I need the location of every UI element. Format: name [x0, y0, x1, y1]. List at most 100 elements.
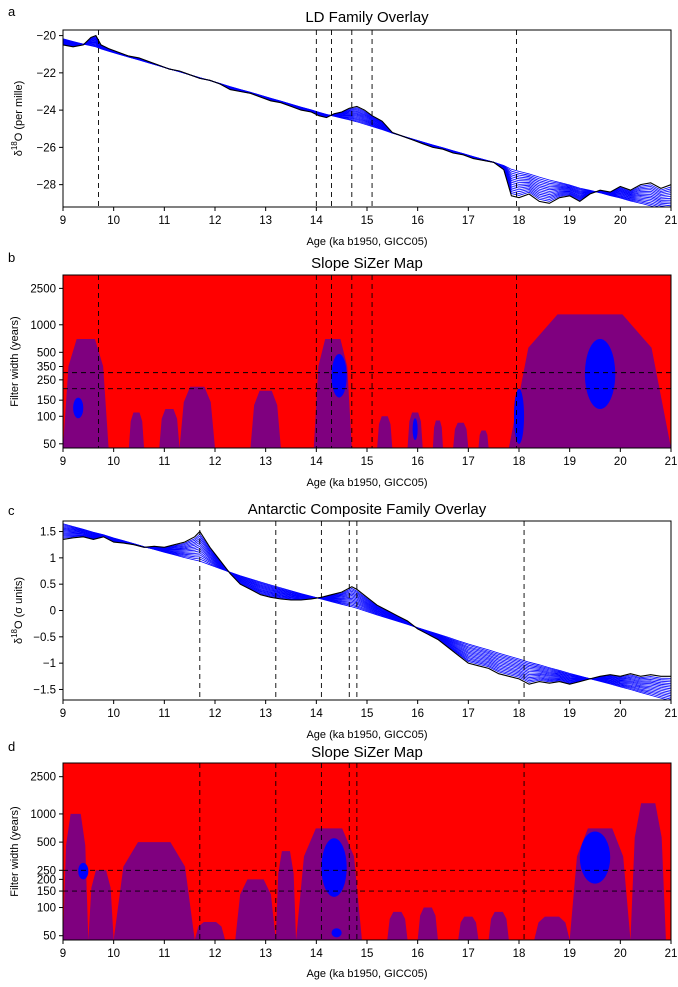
- blue-region: [584, 338, 616, 410]
- blue-region: [412, 418, 418, 441]
- x-tick-label: 18: [513, 215, 526, 227]
- x-tick-label: 9: [60, 948, 66, 960]
- x-tick-label: 13: [259, 215, 272, 227]
- x-tick-label: 14: [310, 456, 323, 468]
- purple-region: [630, 803, 666, 940]
- purple-region: [235, 879, 276, 940]
- x-tick-label: 10: [107, 215, 120, 227]
- y-tick-label: 100: [37, 903, 56, 915]
- y-tick-label: −22: [36, 68, 56, 80]
- x-tick-label: 19: [563, 948, 576, 960]
- purple-region: [534, 916, 570, 940]
- x-tick-label: 21: [665, 215, 678, 227]
- y-tick-label: 250: [37, 865, 56, 877]
- x-tick-label: 14: [310, 215, 323, 227]
- y-tick-label: −28: [36, 180, 56, 192]
- purple-region: [458, 916, 479, 940]
- family-line: [63, 528, 671, 693]
- x-tick-label: 10: [107, 948, 120, 960]
- x-tick-label: 10: [107, 456, 120, 468]
- purple-region: [194, 922, 226, 940]
- x-tick-label: 18: [513, 708, 526, 720]
- y-tick-label: 500: [37, 347, 56, 359]
- purple-region: [88, 870, 114, 940]
- y-tick-label: 150: [37, 395, 56, 407]
- purple-region: [275, 851, 297, 940]
- plot-area: [63, 34, 671, 207]
- y-tick-label: 1000: [30, 320, 56, 332]
- purple-region: [417, 907, 438, 940]
- chart-title: Slope SiZer Map: [311, 744, 423, 761]
- x-tick-label: 21: [665, 708, 678, 720]
- x-tick-label: 20: [614, 456, 627, 468]
- x-axis-label: Age (ka b1950, GICC05): [306, 477, 427, 489]
- data-line: [63, 530, 671, 685]
- family-line: [63, 40, 671, 201]
- family-line: [63, 530, 671, 691]
- y-tick-label: 350: [37, 361, 56, 373]
- x-axis-label: Age (ka b1950, GICC05): [306, 729, 427, 741]
- x-tick-label: 19: [563, 456, 576, 468]
- y-tick-label: −1: [43, 658, 56, 670]
- y-tick-label: 0.5: [40, 579, 56, 591]
- x-tick-label: 9: [60, 215, 66, 227]
- panel-letter: d: [8, 739, 15, 754]
- x-tick-label: 16: [411, 708, 424, 720]
- family-line: [63, 524, 671, 700]
- purple-region: [63, 338, 109, 448]
- x-tick-label: 21: [665, 456, 678, 468]
- plot-area: [63, 523, 671, 700]
- x-tick-label: 15: [361, 948, 374, 960]
- y-tick-label: 1.5: [40, 527, 56, 539]
- x-tick-label: 16: [411, 215, 424, 227]
- x-tick-label: 13: [259, 456, 272, 468]
- x-tick-label: 12: [209, 948, 222, 960]
- x-tick-label: 17: [462, 948, 475, 960]
- x-tick-label: 9: [60, 708, 66, 720]
- x-tick-label: 16: [411, 456, 424, 468]
- panel-letter: c: [8, 503, 15, 518]
- y-tick-label: 50: [43, 931, 56, 943]
- y-tick-label: −0.5: [33, 632, 56, 644]
- purple-region: [488, 911, 509, 940]
- chart-title: Antarctic Composite Family Overlay: [248, 501, 487, 518]
- x-tick-label: 11: [158, 708, 170, 720]
- x-tick-label: 17: [462, 456, 475, 468]
- x-tick-label: 18: [513, 948, 526, 960]
- y-axis-label: δ18O (per mille): [10, 81, 25, 157]
- y-tick-label: 1000: [30, 809, 56, 821]
- data-line: [63, 34, 671, 204]
- panel-a: a LD Family Overlay −28 −26 −24 −22 −20 δ18O (p…: [8, 4, 677, 248]
- purple-region: [63, 813, 89, 940]
- x-tick-label: 16: [411, 948, 424, 960]
- x-tick-label: 19: [563, 215, 576, 227]
- y-tick-label: −24: [36, 105, 56, 117]
- x-tick-label: 21: [665, 948, 678, 960]
- family-line: [63, 534, 671, 684]
- y-tick-label: −26: [36, 142, 56, 154]
- y-axis-label: Filter width (years): [9, 316, 21, 406]
- blue-region: [73, 397, 84, 419]
- family-line: [63, 531, 671, 690]
- x-tick-label: 14: [310, 948, 323, 960]
- blue-region: [331, 353, 347, 398]
- blue-region: [579, 831, 611, 884]
- y-axis-label: δ18O (σ units): [10, 577, 25, 644]
- x-tick-label: 12: [209, 708, 222, 720]
- y-tick-label: 250: [37, 375, 56, 387]
- x-tick-label: 11: [158, 215, 170, 227]
- x-tick-label: 15: [361, 215, 374, 227]
- panel-b: b Slope SiZer Map 50 100 150 250 350 500 1000 250…: [8, 250, 677, 489]
- x-tick-label: 20: [614, 948, 627, 960]
- panel-letter: a: [8, 4, 16, 19]
- y-tick-label: −1.5: [33, 684, 56, 696]
- y-tick-label: 100: [37, 411, 56, 423]
- blue-region: [321, 838, 347, 897]
- panel-c: c Antarctic Composite Family Overlay −1.5 −…: [8, 501, 677, 741]
- chart-title: LD Family Overlay: [305, 9, 429, 26]
- x-tick-label: 14: [310, 708, 323, 720]
- panel-letter: b: [8, 250, 15, 265]
- y-axis-label: Filter width (years): [9, 806, 21, 896]
